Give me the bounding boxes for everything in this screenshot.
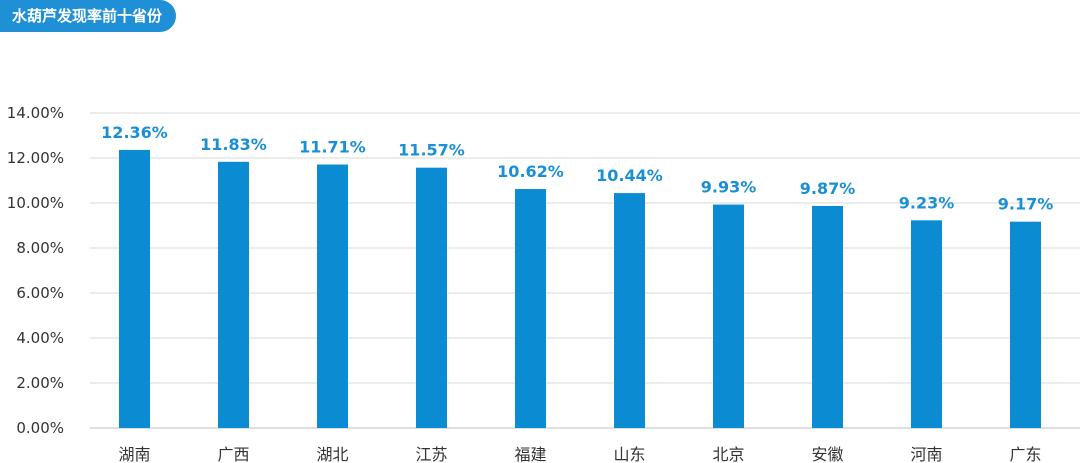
y-tick-label: 8.00% <box>16 239 64 257</box>
y-tick-label: 2.00% <box>16 374 64 392</box>
bar <box>713 204 744 428</box>
category-label: 广东 <box>1009 445 1041 463</box>
data-label: 9.87% <box>800 179 856 198</box>
bar <box>515 189 546 428</box>
chart-title: 水葫芦发现率前十省份 <box>0 0 177 32</box>
y-tick-label: 10.00% <box>7 194 64 212</box>
category-label: 河南 <box>910 445 942 463</box>
y-tick-label: 0.00% <box>16 419 64 437</box>
category-label: 福建 <box>514 445 546 463</box>
data-label: 11.83% <box>200 135 267 154</box>
y-tick-label: 6.00% <box>16 284 64 302</box>
y-tick-label: 14.00% <box>7 104 64 122</box>
category-label: 江苏 <box>415 445 447 463</box>
gridlines <box>90 112 1080 429</box>
category-label: 湖北 <box>316 445 348 463</box>
x-axis-categories: 湖南 广西 湖北 江苏 福建 山东 北京 安徽 河南 广东 <box>118 445 1041 463</box>
bar <box>218 161 249 428</box>
y-tick-label: 12.00% <box>7 149 64 167</box>
category-label: 北京 <box>712 445 744 463</box>
category-label: 湖南 <box>118 445 150 463</box>
data-label: 9.17% <box>998 195 1054 214</box>
bar <box>614 193 645 428</box>
data-labels: 12.36% 11.83% 11.71% 11.57% 10.62% 10.44% 9.93… <box>101 123 1053 214</box>
bar <box>1010 221 1041 428</box>
bar <box>317 164 348 428</box>
category-label: 山东 <box>613 445 645 463</box>
bar <box>119 149 150 428</box>
data-label: 11.57% <box>398 141 465 160</box>
data-label: 9.23% <box>899 193 955 212</box>
data-label: 9.93% <box>701 178 757 197</box>
y-axis-ticks: 0.00% 2.00% 4.00% 6.00% 8.00% 10.00% 12.00% 14.… <box>7 104 64 437</box>
bar <box>911 220 942 428</box>
data-label: 11.71% <box>299 138 366 157</box>
data-label: 12.36% <box>101 123 168 142</box>
bar <box>812 205 843 428</box>
category-label: 广西 <box>217 445 249 463</box>
bar <box>416 167 447 429</box>
y-tick-label: 4.00% <box>16 329 64 347</box>
data-label: 10.44% <box>596 166 663 185</box>
category-label: 安徽 <box>811 445 843 463</box>
data-label: 10.62% <box>497 162 564 181</box>
bars <box>119 149 1041 429</box>
